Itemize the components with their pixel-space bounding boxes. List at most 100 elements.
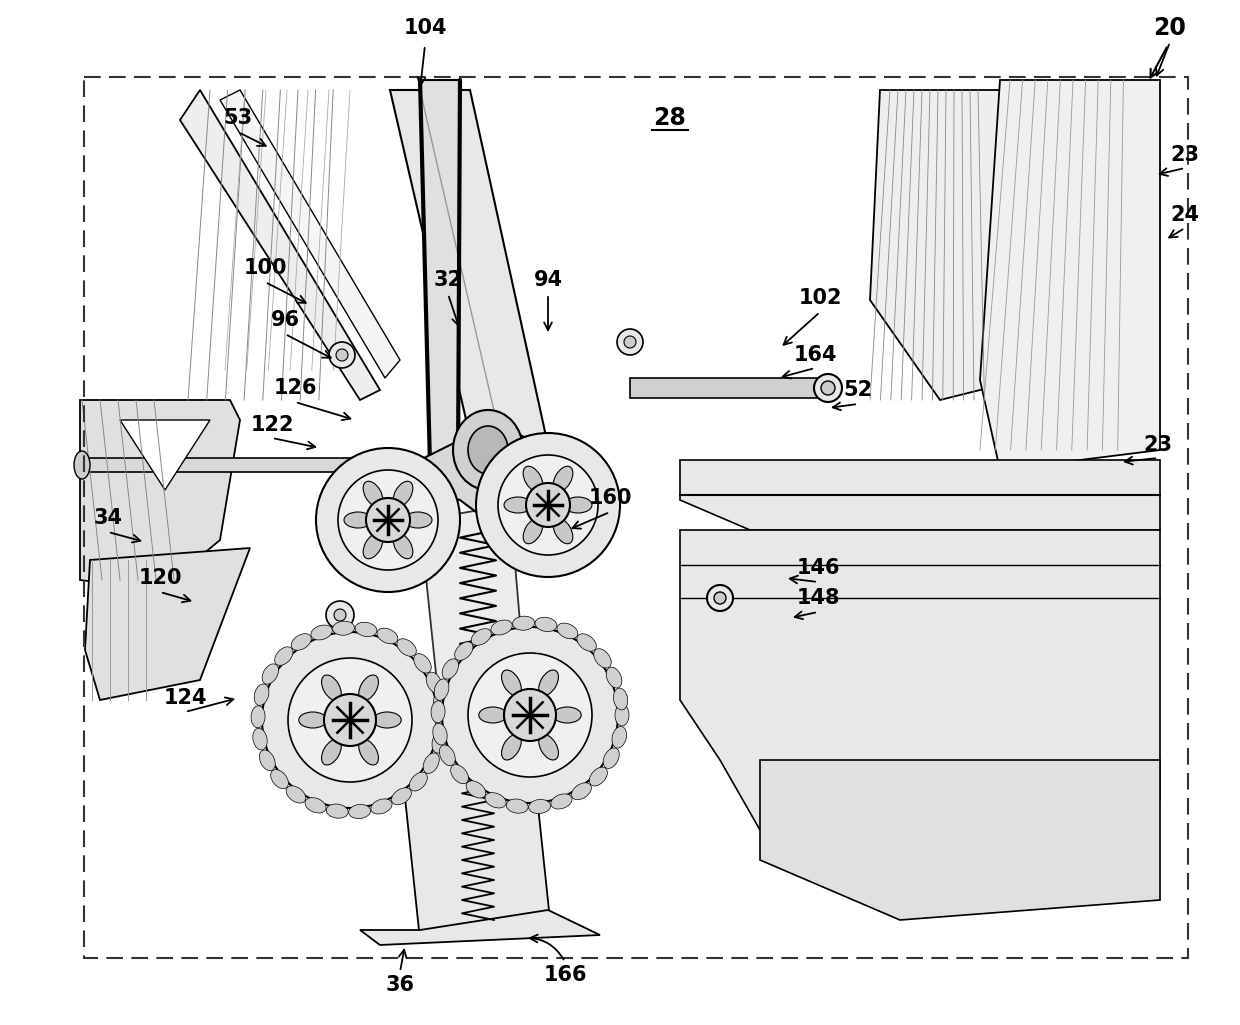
Ellipse shape — [321, 739, 341, 765]
Text: 20: 20 — [1153, 16, 1187, 40]
Ellipse shape — [439, 745, 455, 766]
Circle shape — [326, 601, 353, 629]
Polygon shape — [86, 548, 250, 700]
Circle shape — [339, 470, 438, 570]
Ellipse shape — [553, 519, 573, 543]
Ellipse shape — [501, 670, 521, 696]
Ellipse shape — [404, 512, 432, 528]
Polygon shape — [980, 80, 1159, 470]
Ellipse shape — [262, 664, 279, 684]
Ellipse shape — [615, 704, 629, 726]
Ellipse shape — [471, 628, 491, 646]
Circle shape — [498, 455, 598, 555]
Ellipse shape — [501, 735, 521, 760]
Ellipse shape — [397, 639, 417, 656]
Text: 120: 120 — [138, 568, 182, 588]
Circle shape — [813, 374, 842, 402]
Text: 166: 166 — [543, 965, 587, 985]
Text: 34: 34 — [93, 508, 123, 528]
Polygon shape — [360, 910, 600, 945]
Ellipse shape — [423, 753, 439, 774]
Ellipse shape — [551, 794, 572, 809]
Circle shape — [467, 653, 591, 777]
Circle shape — [366, 498, 410, 542]
Text: 96: 96 — [270, 310, 300, 330]
Text: 124: 124 — [164, 688, 207, 708]
Text: 32: 32 — [434, 270, 463, 290]
Ellipse shape — [373, 712, 402, 728]
Ellipse shape — [538, 670, 558, 696]
Ellipse shape — [453, 410, 523, 490]
Polygon shape — [680, 530, 1159, 830]
Text: 104: 104 — [403, 18, 446, 38]
Polygon shape — [180, 90, 379, 400]
Ellipse shape — [291, 633, 311, 650]
Ellipse shape — [572, 783, 591, 800]
Ellipse shape — [577, 633, 596, 651]
Ellipse shape — [589, 767, 608, 786]
Text: 53: 53 — [223, 108, 253, 128]
Polygon shape — [680, 460, 1159, 530]
Text: 164: 164 — [794, 345, 837, 365]
Circle shape — [821, 381, 835, 395]
Ellipse shape — [305, 797, 326, 813]
Circle shape — [334, 609, 346, 621]
Text: 160: 160 — [588, 488, 631, 508]
Circle shape — [526, 483, 570, 527]
Ellipse shape — [321, 675, 341, 700]
Ellipse shape — [348, 805, 371, 819]
Ellipse shape — [523, 466, 543, 492]
Ellipse shape — [326, 804, 348, 818]
Polygon shape — [630, 378, 828, 398]
Ellipse shape — [432, 701, 445, 723]
Polygon shape — [870, 90, 1021, 400]
Ellipse shape — [270, 770, 289, 788]
Ellipse shape — [393, 533, 413, 559]
Ellipse shape — [455, 642, 472, 660]
Bar — [84, 77, 1188, 958]
Ellipse shape — [358, 739, 378, 765]
Text: 24: 24 — [1171, 205, 1199, 226]
Bar — [84, 77, 1188, 958]
Text: 100: 100 — [243, 258, 286, 278]
Ellipse shape — [286, 786, 306, 803]
Ellipse shape — [614, 688, 627, 710]
Ellipse shape — [433, 724, 448, 745]
Ellipse shape — [450, 765, 469, 784]
Circle shape — [316, 448, 460, 592]
Text: 146: 146 — [796, 558, 839, 578]
Circle shape — [707, 585, 733, 611]
Ellipse shape — [553, 466, 573, 492]
Ellipse shape — [393, 482, 413, 506]
Ellipse shape — [613, 727, 626, 748]
Ellipse shape — [409, 772, 428, 791]
Ellipse shape — [355, 622, 377, 637]
Ellipse shape — [392, 788, 412, 805]
Ellipse shape — [491, 620, 512, 634]
Ellipse shape — [434, 679, 449, 700]
Ellipse shape — [503, 497, 532, 512]
Polygon shape — [81, 458, 379, 472]
Ellipse shape — [467, 426, 508, 474]
Ellipse shape — [443, 659, 459, 680]
Ellipse shape — [434, 693, 448, 714]
Ellipse shape — [253, 729, 268, 750]
Ellipse shape — [603, 748, 619, 769]
Polygon shape — [760, 760, 1159, 920]
Circle shape — [324, 694, 376, 746]
Ellipse shape — [435, 709, 449, 731]
Polygon shape — [120, 420, 210, 490]
Ellipse shape — [432, 732, 446, 753]
Ellipse shape — [299, 712, 327, 728]
Text: 94: 94 — [533, 270, 563, 290]
Text: 102: 102 — [799, 288, 842, 308]
Ellipse shape — [363, 482, 383, 506]
Ellipse shape — [594, 649, 611, 668]
Text: 23: 23 — [1143, 435, 1173, 455]
Ellipse shape — [506, 800, 528, 813]
Circle shape — [329, 342, 355, 368]
Text: 36: 36 — [386, 975, 414, 995]
Ellipse shape — [557, 623, 578, 639]
Ellipse shape — [536, 617, 557, 631]
Ellipse shape — [466, 781, 486, 798]
